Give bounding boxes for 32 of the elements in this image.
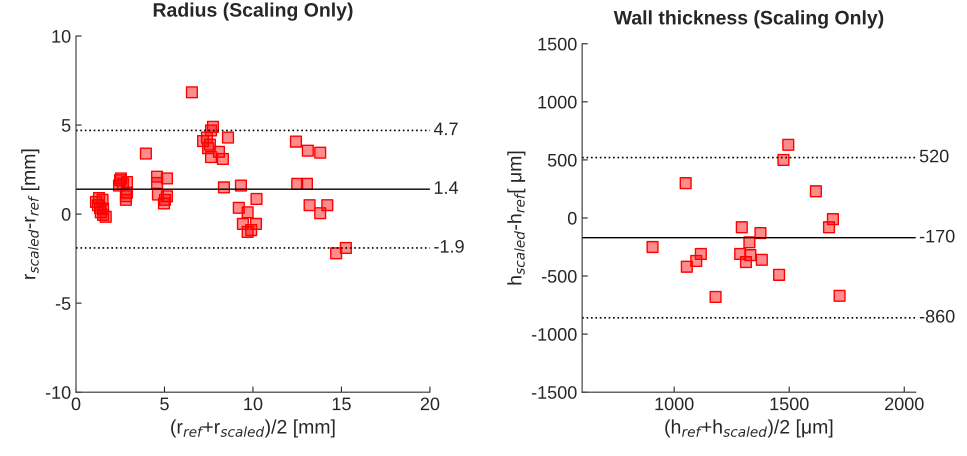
x-tick-label: 2000 — [885, 398, 924, 410]
y-tick-label: 1000 — [538, 96, 577, 109]
y-axis-title: h$_{scaled}$-h$_{ref}$[ μm] — [507, 152, 526, 284]
y-tick-label: -1000 — [532, 328, 577, 341]
y-tick-label: -5 — [56, 297, 70, 310]
chart-title: Radius (Scaling Only) — [154, 2, 352, 21]
y-tick-label: 5 — [62, 119, 70, 132]
y-tick-label: -1500 — [532, 386, 577, 399]
x-tick-label: 1000 — [655, 398, 694, 410]
x-tick-label: 15 — [332, 398, 351, 410]
y-tick-label: 0 — [568, 212, 577, 225]
ref-line-label: -1.9 — [434, 240, 464, 253]
x-tick-label: 0 — [72, 398, 80, 410]
ref-line-label: 4.7 — [434, 122, 458, 136]
y-tick-label: -500 — [542, 270, 577, 283]
y-tick-label: 10 — [52, 30, 70, 43]
y-tick-label: 1500 — [538, 38, 577, 50]
chart-title: Wall thickness (Scaling Only) — [614, 10, 884, 28]
x-tick-label: 20 — [420, 398, 440, 410]
ref-line-label: -170 — [920, 230, 955, 243]
x-axis-title: (h$_{ref}$+h$_{scaled}$)/2 [μm] — [665, 419, 832, 438]
ref-line-label: 1.4 — [434, 181, 458, 194]
x-tick-label: 5 — [160, 398, 169, 410]
y-tick-label: 500 — [548, 154, 577, 167]
x-axis-title: (r$_{ref}$+r$_{scaled}$)/2 [mm] — [171, 419, 335, 438]
y-tick-label: -10 — [46, 386, 70, 399]
y-tick-label: 0 — [62, 208, 70, 221]
ref-line-label: 520 — [920, 150, 949, 162]
ref-line-label: -860 — [920, 310, 955, 323]
y-axis-title: r$_{scaled}$-r$_{ref}$ [mm] — [21, 150, 40, 279]
x-tick-label: 10 — [244, 398, 262, 410]
x-tick-label: 1500 — [770, 398, 809, 410]
